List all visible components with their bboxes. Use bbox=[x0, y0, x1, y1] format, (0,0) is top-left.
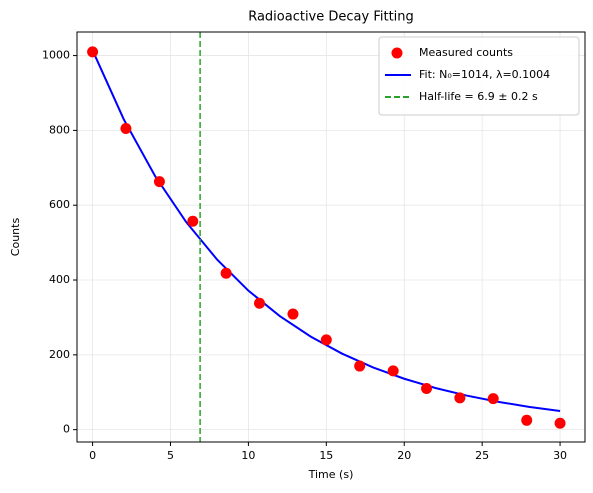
data-point bbox=[421, 383, 433, 395]
data-point bbox=[354, 360, 366, 372]
legend-label: Half-life = 6.9 ± 0.2 s bbox=[419, 90, 538, 103]
data-point bbox=[521, 414, 533, 426]
x-tick-label: 5 bbox=[167, 449, 174, 462]
legend: Measured counts Fit: N₀=1014, λ=0.1004 Hal… bbox=[378, 36, 580, 116]
data-point bbox=[220, 267, 232, 279]
data-point bbox=[187, 215, 199, 227]
y-tick-label: 400 bbox=[49, 273, 70, 286]
x-tick-label: 30 bbox=[553, 449, 567, 462]
y-tick-label: 200 bbox=[49, 348, 70, 361]
data-point bbox=[554, 417, 566, 429]
x-tick-label: 10 bbox=[241, 449, 255, 462]
y-tick-label: 600 bbox=[49, 198, 70, 211]
x-tick-label: 20 bbox=[397, 449, 411, 462]
legend-label: Measured counts bbox=[419, 46, 513, 59]
y-tick-label: 1000 bbox=[42, 49, 70, 62]
data-point bbox=[120, 123, 132, 135]
data-point bbox=[153, 176, 165, 188]
x-tick-label: 15 bbox=[319, 449, 333, 462]
legend-box bbox=[378, 36, 580, 116]
chart-title: Radioactive Decay Fitting bbox=[248, 10, 414, 25]
data-point bbox=[87, 46, 99, 58]
legend-label: Fit: N₀=1014, λ=0.1004 bbox=[419, 68, 550, 81]
data-point bbox=[387, 365, 399, 377]
y-tick-label: 800 bbox=[49, 123, 70, 136]
data-point bbox=[253, 297, 265, 309]
legend-marker bbox=[391, 47, 403, 59]
x-axis-label: Time (s) bbox=[308, 468, 354, 481]
data-point bbox=[454, 392, 466, 404]
data-point bbox=[287, 308, 299, 320]
plot-frame bbox=[76, 31, 586, 443]
x-tick-label: 0 bbox=[89, 449, 96, 462]
data-point bbox=[487, 393, 499, 405]
y-tick-label: 0 bbox=[63, 423, 70, 436]
y-axis-label: Counts bbox=[9, 218, 22, 257]
data-point bbox=[320, 334, 332, 346]
x-tick-label: 25 bbox=[475, 449, 489, 462]
